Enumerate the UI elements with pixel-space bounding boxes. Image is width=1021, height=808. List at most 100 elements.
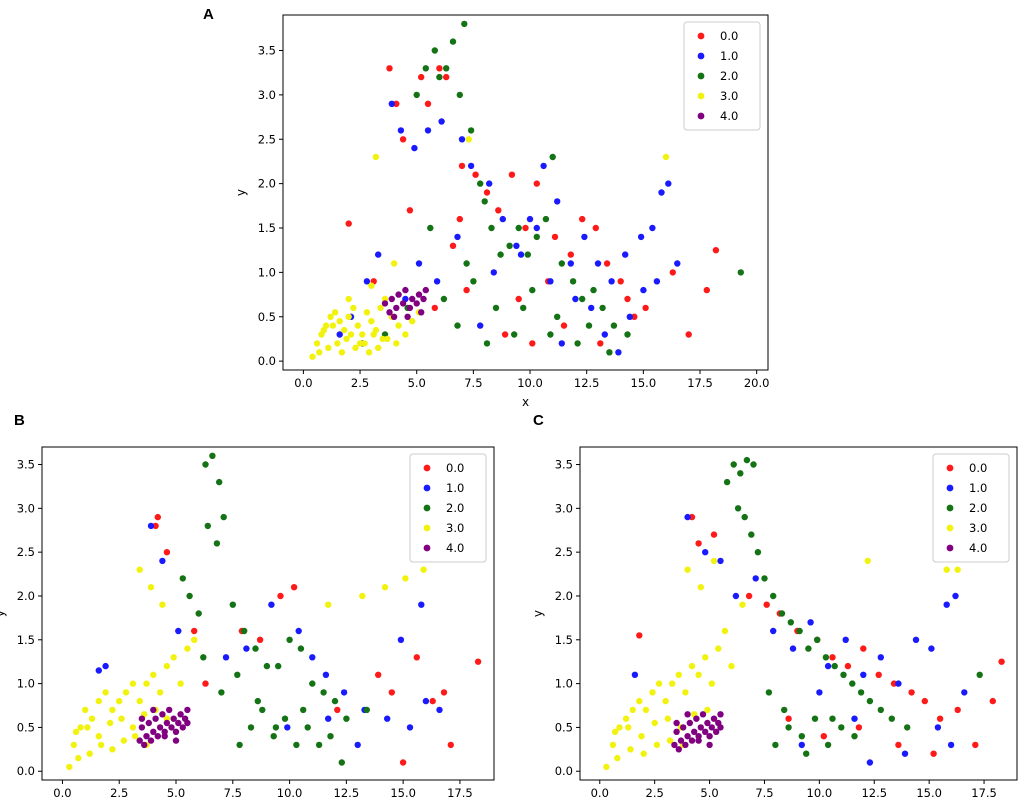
y-tick-label: 3.5 [17,458,35,472]
point-series-4.0 [680,724,687,731]
point-series-3.0 [954,566,961,573]
x-tick-label: 2.5 [351,376,369,390]
point-series-0.0 [522,224,529,232]
point-series-0.0 [617,278,624,285]
point-series-2.0 [840,671,847,678]
point-series-3.0 [313,340,321,347]
scatter-points [603,456,1005,771]
point-series-1.0 [622,251,629,258]
point-series-2.0 [599,304,606,312]
point-series-4.0 [136,737,143,744]
point-series-3.0 [122,689,130,696]
point-series-4.0 [168,724,175,731]
point-series-4.0 [170,715,177,722]
point-series-2.0 [440,295,448,303]
point-series-1.0 [770,627,777,635]
point-series-0.0 [533,180,540,187]
point-series-3.0 [368,318,375,325]
point-series-2.0 [186,592,193,600]
point-series-1.0 [268,601,275,608]
point-series-1.0 [309,654,316,661]
point-series-3.0 [616,724,623,731]
point-series-4.0 [179,724,186,731]
point-series-1.0 [631,671,639,678]
point-series-0.0 [393,100,400,108]
y-tick-label: 1.0 [17,677,35,691]
point-series-3.0 [361,340,368,347]
point-series-3.0 [88,715,96,722]
y-tick-label: 0.5 [258,310,276,324]
point-series-0.0 [483,189,491,196]
point-series-3.0 [184,645,191,652]
legend-label: 0.0 [720,29,738,43]
point-series-2.0 [579,295,586,303]
point-series-0.0 [998,658,1005,665]
point-series-3.0 [611,728,619,735]
point-series-1.0 [159,557,166,565]
point-series-0.0 [685,331,692,338]
point-series-3.0 [325,344,332,351]
point-series-3.0 [609,741,617,749]
y-tick-label: 0.0 [258,354,276,368]
point-series-2.0 [209,452,216,459]
point-series-4.0 [172,728,180,735]
point-series-4.0 [673,728,680,735]
point-series-1.0 [842,636,849,643]
point-series-1.0 [684,513,691,521]
plot-frame [282,14,769,371]
y-tick-label: 2.5 [555,545,573,559]
y-tick-label: 1.0 [258,265,276,279]
x-axis-label: x [522,395,529,409]
legend: 0.0 1.0 2.0 3.0 4.0 [683,21,761,131]
point-series-0.0 [890,680,898,687]
point-series-2.0 [220,513,227,521]
point-series-2.0 [270,733,277,740]
point-series-2.0 [427,224,434,232]
point-series-3.0 [316,349,323,356]
point-series-0.0 [152,522,159,530]
point-series-0.0 [895,741,902,749]
point-series-0.0 [763,601,770,608]
point-series-4.0 [163,719,171,727]
point-series-1.0 [477,322,484,329]
x-tick-label: 5.0 [700,786,718,800]
chart-c: 0.0 2.5 5.0 7.5 10.0 12.5 15.0 17.5 0.0 0.5 1.0 1.5… [531,446,1018,800]
point-series-2.0 [241,627,248,635]
point-series-1.0 [418,601,425,608]
legend-label: 2.0 [720,69,738,83]
point-series-0.0 [592,224,599,232]
point-series-4.0 [699,711,707,718]
point-series-2.0 [585,322,593,329]
point-series-3.0 [163,662,171,670]
point-series-1.0 [467,162,475,170]
legend-label: 3.0 [969,521,987,535]
point-series-3.0 [682,689,689,696]
point-series-3.0 [629,706,636,714]
point-series-0.0 [495,207,502,214]
point-series-1.0 [928,645,935,652]
point-series-2.0 [320,689,327,696]
point-series-0.0 [334,706,341,714]
point-series-1.0 [322,671,330,678]
point-series-2.0 [422,65,429,72]
point-series-1.0 [702,549,709,556]
point-series-0.0 [399,136,407,143]
point-series-2.0 [811,715,819,722]
point-series-3.0 [662,697,669,705]
point-series-4.0 [399,300,407,307]
scatter-points [66,452,482,771]
point-series-3.0 [420,566,427,573]
point-series-4.0 [706,733,713,740]
point-series-2.0 [343,715,350,722]
point-series-2.0 [741,513,748,521]
point-series-4.0 [717,711,724,718]
point-series-0.0 [191,627,198,635]
point-series-0.0 [579,215,586,223]
point-series-2.0 [877,706,884,714]
point-series-2.0 [805,645,812,652]
point-series-2.0 [511,331,518,338]
x-tick-label: 10.0 [807,786,833,800]
point-series-0.0 [636,632,643,639]
point-series-1.0 [354,741,361,749]
legend-marker-0.0 [946,464,954,472]
